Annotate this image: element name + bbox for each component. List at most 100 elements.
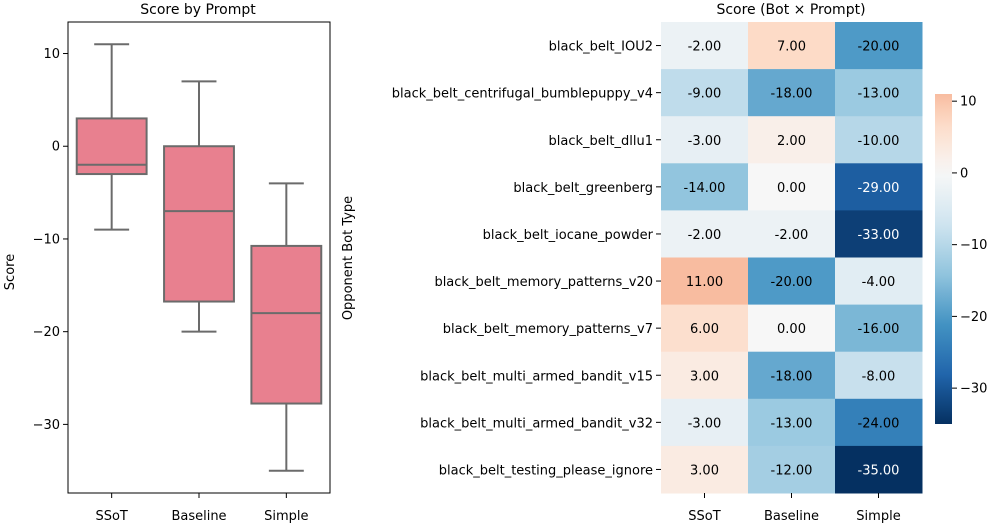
heatmap-cell-label: -33.00 — [858, 228, 900, 243]
box-plot-x-ticks: SSoT Baseline Simple — [95, 493, 309, 523]
box-plot-y-ticks: 10 0 −10 −20 −30 — [33, 47, 68, 433]
heatmap-row-label: black_belt_IOU2 — [549, 40, 653, 55]
heatmap-cell-label: 0.00 — [777, 322, 806, 337]
colorbar-tick-label: 10 — [960, 95, 977, 110]
box-plot-title: Score by Prompt — [140, 2, 256, 18]
heatmap-cell — [661, 398, 749, 447]
heatmap-cell — [661, 116, 749, 164]
heatmap-cell-label: -3.00 — [688, 134, 722, 149]
box-simple — [250, 182, 323, 472]
heatmap-cell — [748, 69, 836, 117]
heatmap-cell-label: -9.00 — [688, 87, 722, 102]
heatmap-cell — [835, 351, 923, 400]
heatmap-cell — [661, 22, 749, 70]
heatmap-row-label: black_belt_multi_armed_bandit_v32 — [420, 416, 653, 431]
heatmap-cell — [748, 210, 836, 258]
heatmap-cell-label: -12.00 — [771, 463, 813, 478]
heatmap-cell — [748, 257, 836, 306]
box-plot-y-tick-label: −10 — [33, 232, 60, 247]
box-iqr — [163, 145, 235, 303]
heatmap-cell — [661, 351, 749, 400]
heatmap-row-label: black_belt_dllu1 — [549, 134, 653, 149]
heatmap-panel: Score (Bot × Prompt) Opponent Bot Type -… — [341, 2, 923, 523]
heatmap-cell — [835, 210, 923, 258]
heatmap-column-label: Simple — [856, 509, 900, 523]
heatmap-row-label: black_belt_centrifugal_bumblepuppy_v4 — [392, 87, 653, 102]
heatmap-cell-label: -3.00 — [688, 416, 722, 431]
heatmap-cell-label: 2.00 — [777, 134, 806, 149]
heatmap-cell-label: -20.00 — [771, 275, 813, 290]
box-plot-x-tick-label: Baseline — [171, 509, 226, 523]
heatmap-column-label: SSoT — [688, 509, 720, 523]
heatmap-cell-label: -29.00 — [858, 181, 900, 196]
heatmap-cell-label: -16.00 — [858, 322, 900, 337]
heatmap-cell-label: 3.00 — [690, 463, 719, 478]
heatmap-cell-label: -2.00 — [688, 40, 722, 55]
box-plot-x-tick-label: SSoT — [95, 509, 127, 523]
heatmap-row-labels: black_belt_IOU2 black_belt_centrifugal_bu… — [392, 40, 661, 478]
box-plot-y-axis-label: Score — [3, 254, 18, 290]
heatmap-column-label: Baseline — [764, 509, 819, 523]
box-plot-x-tick-label: Simple — [264, 509, 308, 523]
heatmap-cell-label: -35.00 — [858, 463, 900, 478]
heatmap-cell — [661, 257, 749, 306]
heatmap-cell-label: -18.00 — [771, 369, 813, 384]
box-plot-y-tick-label: −20 — [33, 325, 60, 340]
heatmap-cell — [661, 304, 749, 353]
colorbar-tick-label: −10 — [960, 238, 987, 253]
heatmap-row-label: black_belt_testing_please_ignore — [439, 463, 653, 478]
heatmap-cell — [748, 445, 836, 494]
box-plot-y-tick-label: 10 — [43, 47, 60, 62]
heatmap-y-axis-label: Opponent Bot Type — [341, 196, 356, 320]
heatmap-cells: -2.00 7.00 -20.00 -9.00 -18.00 -13.00 -3.00 2.0… — [661, 22, 923, 494]
heatmap-cell — [835, 69, 923, 117]
heatmap-cell — [661, 69, 749, 117]
heatmap-cell-label: -8.00 — [862, 369, 896, 384]
heatmap-row-label: black_belt_greenberg — [513, 181, 653, 196]
heatmap-cell — [748, 398, 836, 447]
heatmap-cell — [748, 163, 836, 211]
heatmap-cell-label: 0.00 — [777, 181, 806, 196]
heatmap-cell-label: -2.00 — [688, 228, 722, 243]
heatmap-cell-label: -18.00 — [771, 87, 813, 102]
box-plot-y-tick-label: −30 — [33, 418, 60, 433]
heatmap-cell-label: -13.00 — [771, 416, 813, 431]
heatmap-cell-label: 11.00 — [686, 275, 723, 290]
heatmap-cell-label: -24.00 — [858, 416, 900, 431]
box-plot-frame — [67, 21, 331, 494]
heatmap-column-labels: SSoT Baseline Simple — [688, 493, 901, 523]
heatmap-cell — [835, 163, 923, 211]
colorbar: 10 0 −10 −20 −30 — [935, 94, 987, 424]
colorbar-tick-label: −30 — [960, 382, 987, 397]
heatmap-cell — [835, 398, 923, 447]
heatmap-cell-label: -13.00 — [858, 87, 900, 102]
colorbar-gradient — [935, 94, 952, 424]
box-plot-y-tick-label: 0 — [52, 140, 60, 155]
heatmap-cell-label: -2.00 — [775, 228, 809, 243]
heatmap-cell — [661, 445, 749, 494]
heatmap-cell — [835, 116, 923, 164]
heatmap-cell — [835, 257, 923, 306]
heatmap-cell — [661, 210, 749, 258]
heatmap-cell — [835, 304, 923, 353]
heatmap-cell — [748, 116, 836, 164]
box-ssot — [75, 43, 148, 231]
heatmap-cell — [748, 351, 836, 400]
heatmap-cell — [835, 445, 923, 494]
heatmap-cell — [835, 22, 923, 70]
heatmap-row-label: black_belt_multi_armed_bandit_v15 — [420, 369, 653, 384]
heatmap-cell — [748, 304, 836, 353]
box-plot-boxes — [75, 43, 323, 472]
heatmap-cell-label: -4.00 — [862, 275, 896, 290]
heatmap-row-label: black_belt_iocane_powder — [483, 228, 654, 243]
colorbar-ticks: 10 0 −10 −20 −30 — [952, 95, 987, 397]
heatmap-row-label: black_belt_memory_patterns_v7 — [443, 322, 653, 337]
heatmap-cell-label: -10.00 — [858, 134, 900, 149]
heatmap-cell-label: 7.00 — [777, 40, 806, 55]
box-iqr — [250, 244, 323, 405]
heatmap-title: Score (Bot × Prompt) — [716, 2, 865, 18]
colorbar-tick-label: −20 — [960, 310, 987, 325]
box-plot-panel: Score by Prompt Score 10 0 −10 −20 −30 SSoT B… — [3, 2, 331, 523]
heatmap-cell — [661, 163, 749, 211]
